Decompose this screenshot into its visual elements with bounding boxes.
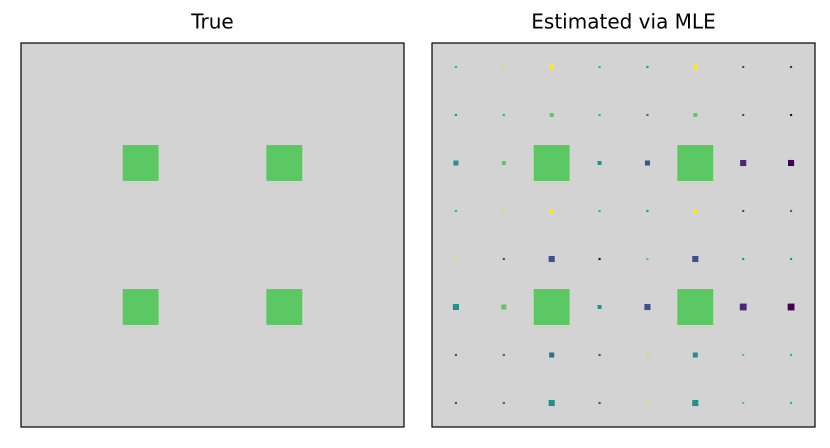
cell-square bbox=[646, 401, 649, 405]
panel-background bbox=[20, 42, 405, 428]
cell-square bbox=[549, 209, 554, 213]
cell-square bbox=[740, 159, 747, 167]
cell-square bbox=[646, 353, 649, 357]
cell-square bbox=[501, 304, 507, 310]
cell-square bbox=[742, 65, 745, 69]
cell-square bbox=[646, 113, 649, 117]
cell-square bbox=[789, 113, 793, 117]
cell-square bbox=[646, 209, 649, 213]
cell-square bbox=[266, 145, 303, 181]
cell-square bbox=[598, 353, 601, 357]
cell-square bbox=[549, 352, 555, 358]
cell-square bbox=[502, 401, 505, 405]
cell-square bbox=[598, 257, 601, 261]
cell-square bbox=[548, 399, 555, 407]
cell-square bbox=[598, 113, 601, 117]
cell-square bbox=[789, 353, 793, 357]
cell-square bbox=[739, 303, 747, 311]
cell-square bbox=[742, 257, 745, 261]
cell-square bbox=[454, 209, 458, 213]
cell-square bbox=[742, 209, 745, 213]
cell-square bbox=[598, 65, 601, 69]
cell-square bbox=[501, 161, 506, 165]
cell-square bbox=[452, 303, 459, 311]
cell-square bbox=[502, 113, 505, 117]
cell-square bbox=[122, 289, 159, 325]
cell-square bbox=[677, 289, 714, 325]
panel-background bbox=[431, 42, 816, 428]
cell-square bbox=[692, 255, 699, 263]
cell-square bbox=[788, 159, 795, 167]
cell-square bbox=[533, 289, 570, 325]
cell-square bbox=[548, 255, 555, 263]
cell-square bbox=[502, 353, 505, 357]
cell-square bbox=[787, 303, 795, 311]
cell-square bbox=[598, 401, 601, 405]
cell-square bbox=[453, 160, 459, 166]
cell-square bbox=[597, 161, 602, 165]
cell-square bbox=[742, 401, 745, 405]
cell-square bbox=[677, 145, 714, 181]
cell-square bbox=[692, 352, 698, 358]
cell-square bbox=[789, 257, 793, 261]
cell-square bbox=[502, 257, 505, 261]
cell-square bbox=[597, 305, 602, 309]
cell-square bbox=[742, 353, 745, 357]
cell-square bbox=[549, 64, 555, 70]
cell-square bbox=[454, 401, 458, 405]
cell-square bbox=[693, 209, 698, 213]
cell-square bbox=[742, 113, 745, 117]
cell-square bbox=[454, 257, 458, 261]
cell-square bbox=[454, 113, 458, 117]
cell-square bbox=[502, 65, 505, 69]
cell-square bbox=[454, 65, 458, 69]
cell-square bbox=[266, 289, 303, 325]
panel-title: True bbox=[190, 10, 233, 34]
cell-square bbox=[693, 113, 698, 117]
cell-square bbox=[549, 113, 554, 117]
panel-title: Estimated via MLE bbox=[531, 10, 715, 34]
cell-square bbox=[646, 65, 649, 69]
cell-square bbox=[646, 257, 649, 261]
cell-square bbox=[454, 353, 458, 357]
cell-square bbox=[789, 401, 793, 405]
cell-square bbox=[692, 64, 698, 70]
cell-square bbox=[644, 303, 651, 311]
cell-square bbox=[598, 209, 601, 213]
cell-square bbox=[533, 145, 570, 181]
cell-square bbox=[789, 65, 793, 69]
cell-square bbox=[644, 160, 650, 166]
cell-square bbox=[502, 209, 505, 213]
cell-square bbox=[789, 209, 793, 213]
cell-square bbox=[122, 145, 159, 181]
cell-square bbox=[692, 399, 699, 407]
